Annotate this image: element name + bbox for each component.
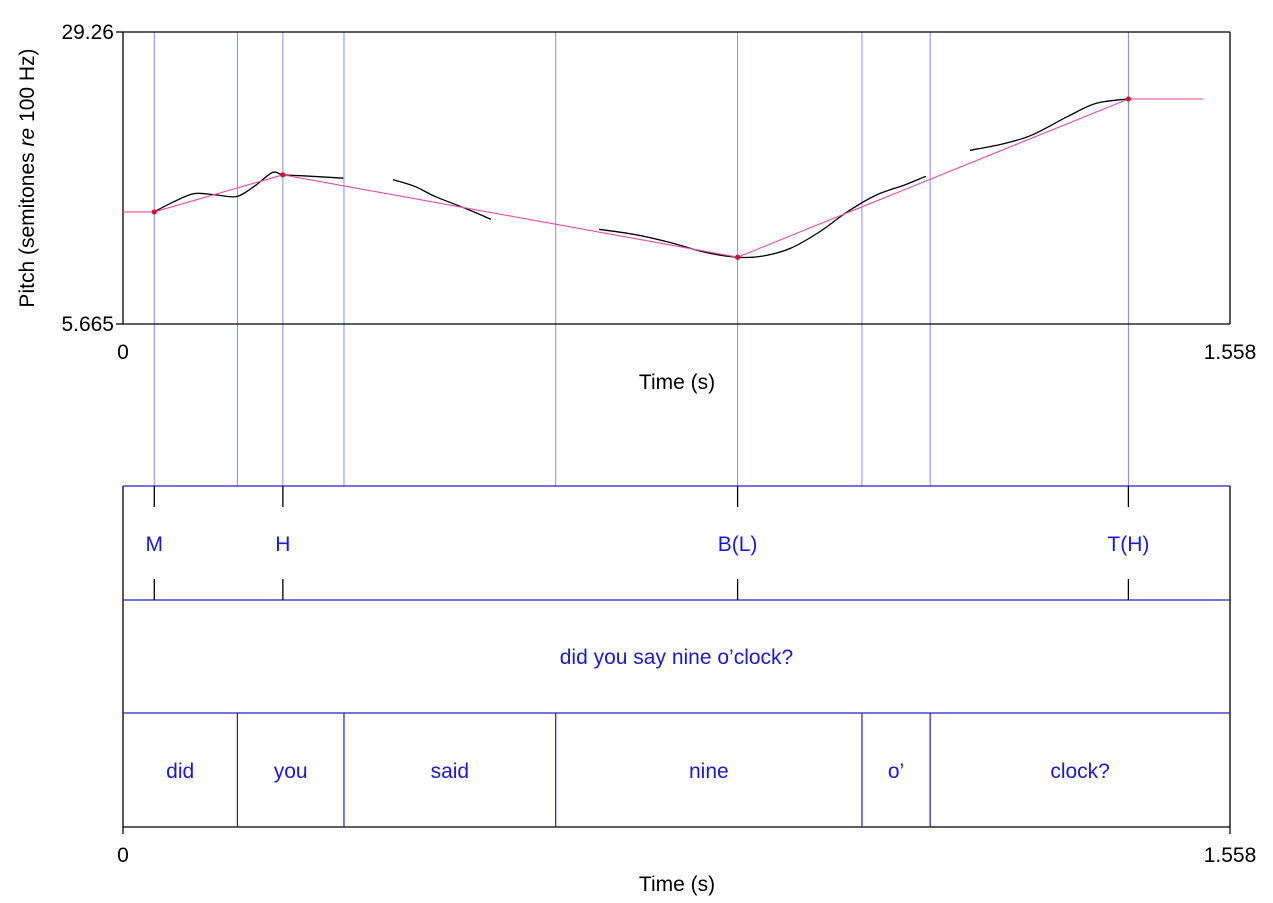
tone-label: B(L): [718, 533, 758, 556]
pitch-marks: [123, 96, 1203, 260]
bottom-axis-title: Time (s): [639, 873, 715, 896]
pitch-curve-segment: [599, 175, 927, 259]
stylized-contour: [123, 98, 1203, 258]
tier-panel: M H B(L) T(H) did you say nine o’clock? did yo…: [122, 485, 1231, 828]
x-tick-label-start: 0: [117, 341, 129, 364]
pitch-curve-segment: [392, 178, 492, 220]
y-tick-label-min: 5.665: [61, 313, 114, 336]
tone-label: M: [146, 533, 164, 556]
bottom-tick-label-start: 0: [117, 844, 129, 867]
x-tick-label-end: 1.558: [1204, 341, 1257, 364]
tone-label: T(H): [1107, 533, 1149, 556]
pitch-panel: 29.26 5.665 Pitch (semitones re 100 Hz) …: [16, 21, 1256, 394]
word-label: o’: [888, 760, 904, 783]
word-label: you: [274, 760, 308, 783]
pitch-axis-title: Pitch (semitones re 100 Hz): [16, 48, 39, 307]
pitch-x-axis-title: Time (s): [639, 371, 715, 394]
boundary-guides: [153, 32, 1129, 486]
pitch-target-point: [151, 209, 157, 215]
pitch-target-point: [735, 254, 741, 260]
word-label: nine: [689, 760, 729, 783]
pitch-target-point: [1125, 96, 1131, 102]
pitch-target-point: [280, 172, 286, 178]
sentence-label: did you say nine o’clock?: [560, 646, 793, 669]
tier-marks: M H B(L) T(H) did you say nine o’clock? did yo…: [146, 486, 1149, 827]
y-tick-label-max: 29.26: [61, 21, 114, 44]
pitch-curve-segment: [969, 98, 1129, 151]
pitch-curve-segment: [153, 171, 344, 213]
word-label: did: [166, 760, 194, 783]
tone-label: H: [275, 533, 290, 556]
word-label: said: [431, 760, 470, 783]
word-label: clock?: [1050, 760, 1110, 783]
bottom-axis: 0 1.558 Time (s): [117, 827, 1256, 896]
bottom-tick-label-end: 1.558: [1204, 844, 1257, 867]
